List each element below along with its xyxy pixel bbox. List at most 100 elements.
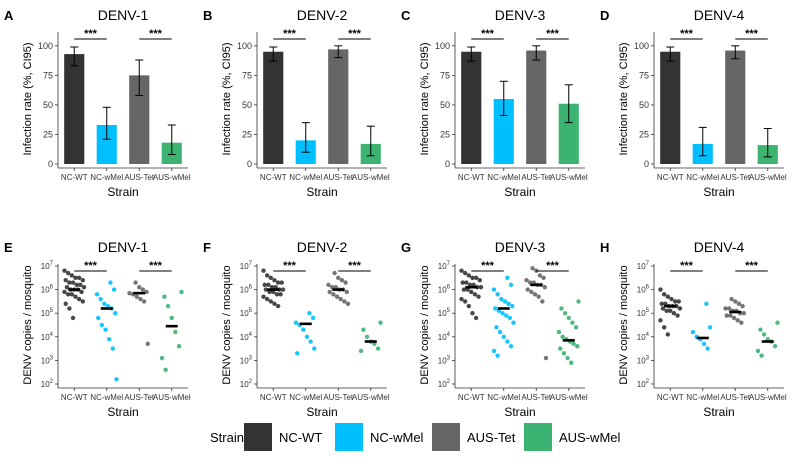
- y-tick-exponent: 7: [249, 261, 253, 267]
- points-nc-wmel: [491, 275, 516, 358]
- data-point: [542, 285, 547, 290]
- data-point: [137, 285, 142, 290]
- data-point: [459, 268, 464, 273]
- y-tick-base: 10: [438, 380, 447, 389]
- data-point: [165, 303, 171, 309]
- error-bar-aus-wmel: [564, 84, 573, 124]
- data-point: [505, 275, 510, 280]
- data-point: [741, 311, 746, 316]
- y-tick-label: 106: [637, 285, 650, 295]
- data-point: [755, 348, 761, 354]
- panel-letter: H: [600, 240, 609, 255]
- data-point: [494, 325, 499, 330]
- data-point: [94, 292, 100, 297]
- data-point: [268, 299, 274, 304]
- y-tick-label: 103: [240, 355, 253, 365]
- data-point: [735, 318, 740, 323]
- data-point: [460, 280, 465, 285]
- panel-title: DENV-4: [694, 7, 745, 23]
- data-point: [73, 275, 78, 280]
- error-bar-aus-wmel: [167, 124, 176, 156]
- legend-swatch: [432, 423, 460, 451]
- y-tick-label: 0: [644, 159, 649, 169]
- significance-stars: ***: [481, 28, 495, 40]
- y-tick-label: 106: [438, 285, 451, 295]
- y-tick-exponent: 6: [249, 285, 253, 291]
- y-tick-exponent: 5: [447, 308, 451, 314]
- data-point: [169, 315, 174, 321]
- panel-title: DENV-2: [297, 7, 348, 23]
- data-point: [65, 270, 71, 276]
- error-bar-aus-wmel: [763, 128, 772, 158]
- y-tick-base: 10: [41, 356, 50, 365]
- data-point: [339, 277, 345, 283]
- panel-title: DENV-1: [98, 239, 149, 255]
- y-tick-exponent: 2: [249, 379, 253, 385]
- y-axis-label: Infection rate (%, CI95): [419, 42, 431, 155]
- significance-stars: ***: [745, 28, 759, 40]
- data-point: [491, 348, 497, 354]
- error-bar-aus-tet: [334, 45, 343, 59]
- data-point: [759, 353, 764, 358]
- data-point: [690, 329, 696, 335]
- panel-A: A DENV-1 0 25 50 75 100 Infection rate (%, CI95…: [4, 7, 191, 199]
- data-point: [310, 315, 316, 321]
- x-tick-label: AUS-wMel: [352, 173, 390, 182]
- legend-swatch: [335, 423, 363, 451]
- error-bar-nc-wt: [269, 46, 278, 62]
- data-point: [336, 275, 341, 280]
- significance-stars: ***: [84, 28, 98, 40]
- y-tick-base: 10: [240, 286, 249, 295]
- y-axis-label: Infection rate (%, CI95): [22, 42, 34, 155]
- x-tick-label: AUS-Tet: [323, 173, 354, 182]
- significance-stars: ***: [481, 260, 495, 272]
- y-tick-base: 10: [637, 309, 646, 318]
- points-aus-tet: [524, 266, 549, 361]
- panel-letter: A: [4, 8, 14, 23]
- y-tick-label: 50: [639, 100, 649, 110]
- data-point: [541, 275, 546, 280]
- y-tick-base: 10: [240, 333, 249, 342]
- y-tick-label: 106: [41, 285, 54, 295]
- y-tick-base: 10: [438, 309, 447, 318]
- y-tick-exponent: 5: [50, 308, 54, 314]
- y-tick-base: 10: [637, 333, 646, 342]
- y-tick-base: 10: [240, 262, 249, 271]
- x-tick-label: NC-WT: [61, 393, 88, 402]
- data-point: [144, 289, 149, 295]
- data-point: [761, 332, 767, 337]
- data-point: [562, 311, 568, 316]
- y-tick-exponent: 2: [447, 379, 451, 385]
- significance-stars: ***: [348, 28, 362, 40]
- y-tick-base: 10: [240, 356, 249, 365]
- data-point: [280, 287, 286, 292]
- x-tick-label: AUS-wMel: [352, 393, 390, 402]
- data-point: [364, 334, 370, 339]
- data-point: [461, 287, 467, 292]
- data-point: [263, 287, 269, 292]
- data-point: [665, 332, 671, 337]
- legend-title: Strain: [210, 430, 244, 445]
- x-tick-label: AUS-Tet: [720, 173, 751, 182]
- data-point: [378, 320, 383, 325]
- x-tick-label: AUS-wMel: [550, 393, 588, 402]
- data-point: [568, 360, 574, 365]
- data-point: [99, 322, 105, 328]
- data-point: [556, 329, 562, 335]
- data-point: [705, 346, 710, 351]
- x-tick-label: NC-WT: [61, 173, 88, 182]
- y-tick-exponent: 3: [50, 355, 54, 361]
- error-bar-aus-tet: [135, 59, 144, 96]
- data-point: [472, 292, 478, 297]
- y-tick-label: 75: [43, 70, 53, 80]
- y-tick-label: 0: [247, 159, 252, 169]
- data-point: [103, 327, 108, 332]
- x-tick-label: NC-wMel: [487, 393, 520, 402]
- x-tick-label: NC-WT: [260, 393, 287, 402]
- data-point: [264, 296, 270, 302]
- data-point: [98, 296, 103, 302]
- bar-nc-wt: [64, 54, 85, 164]
- data-point: [537, 273, 543, 278]
- data-point: [176, 344, 182, 349]
